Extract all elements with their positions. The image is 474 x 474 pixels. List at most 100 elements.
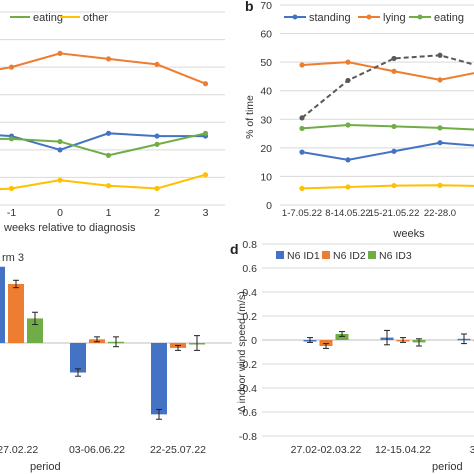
data-point-lying [202, 81, 209, 87]
panel-c: rm 3 -27.02.22 03-06.06.22 22-25.07.22 per… [0, 252, 232, 473]
x-tick-label: 2 [154, 207, 160, 219]
data-point-standing [299, 149, 305, 155]
legend-label-lying: lying [383, 12, 406, 24]
y-tick-label: 0.6 [242, 263, 257, 275]
x-tick-label: 1 [106, 207, 112, 219]
data-point-dashed [345, 77, 351, 84]
data-point-other [105, 183, 112, 189]
legend-swatch-n6-id1 [276, 251, 284, 259]
bar-ID1 [151, 343, 167, 415]
y-tick-label: 0.8 [242, 239, 257, 251]
data-point-other [345, 184, 351, 190]
y-tick-label: 0.4 [242, 287, 257, 299]
panel-d-legend: N6 ID1 N6 ID2 N6 ID3 [276, 250, 412, 262]
x-tick-label: 22-25.07.22 [150, 444, 206, 456]
data-point-standing [105, 130, 112, 136]
x-tick-label: 27.02-02.03.22 [291, 444, 362, 456]
bar-ID3 [27, 318, 43, 343]
legend-label-n6-id2: N6 ID2 [333, 250, 366, 262]
y-tick-label: 40 [260, 86, 272, 98]
x-tick-label: -27.02.22 [0, 444, 38, 456]
y-tick-label: -0.2 [239, 359, 257, 371]
panel-d-letter: d [230, 241, 239, 257]
data-point-dashed [437, 52, 443, 58]
panel-b-legend: standing lying eating [284, 12, 464, 24]
panel-b-y-axis-label: % of time [244, 95, 256, 139]
data-point-dashed [391, 55, 397, 62]
x-tick-label: 1-7.05.22 [282, 208, 322, 219]
data-point-eating [299, 125, 305, 132]
data-point-other [57, 177, 63, 183]
series-line-other [301, 184, 474, 190]
y-tick-label: 50 [260, 57, 272, 69]
bar-ID1 [0, 266, 5, 343]
panel-c-x-axis-label: period [30, 461, 61, 473]
y-tick-label: 10 [260, 171, 272, 183]
legend-label-other: other [83, 12, 108, 24]
panel-d-x-axis-label: period [432, 461, 463, 473]
data-point-lying [299, 62, 305, 68]
legend-label-standing: standing [309, 12, 351, 24]
panel-d-y-axis-label: Δ indoor wind speed (m/s) [236, 291, 248, 412]
legend-swatch-n6-id3 [368, 251, 376, 259]
series-line-standing [301, 141, 474, 161]
data-point-other [202, 172, 209, 178]
x-tick-label: 15-21.05.22 [369, 208, 420, 219]
legend-marker-eating-b [417, 14, 423, 20]
y-tick-label: 0 [251, 335, 257, 347]
legend-label-n6-id3: N6 ID3 [379, 250, 412, 262]
x-tick-label: -1 [7, 207, 16, 219]
data-point-standing [437, 140, 443, 146]
bar-ID1 [70, 343, 86, 373]
panel-a-legend: eating other [10, 12, 108, 24]
panel-b: b 0 10 20 30 40 50 60 70 1-7.05.22 8-14.05.2215-… [244, 0, 474, 240]
y-tick-label: -0.8 [239, 431, 257, 443]
series-line-dashed [301, 54, 474, 119]
y-tick-label: 70 [260, 0, 272, 12]
y-tick-label: 0.2 [242, 311, 257, 323]
panel-c-title-fragment: rm 3 [2, 252, 24, 264]
legend-label-eating-b: eating [434, 12, 464, 24]
series-line-lying [0, 52, 206, 85]
y-tick-label: 20 [260, 143, 272, 155]
x-tick-label: 0 [57, 207, 63, 219]
data-point-standing [391, 148, 397, 154]
data-point-other [437, 182, 443, 188]
panel-d: d -0.8 -0.6 -0.4 -0.2 0 0.2 0.4 0.6 0.8 27.02-02… [230, 239, 474, 473]
data-point-other [299, 185, 305, 192]
data-point-eating [202, 130, 209, 136]
data-point-other [391, 182, 397, 189]
data-point-eating [8, 136, 15, 142]
data-point-standing [345, 157, 351, 163]
legend-marker-lying [366, 14, 372, 20]
data-point-dashed [299, 115, 305, 121]
y-tick-label: 30 [260, 114, 272, 126]
data-point-standing [154, 133, 160, 139]
legend-marker-standing [292, 14, 298, 20]
data-point-lying [345, 59, 351, 65]
panel-a-x-axis-label: weeks relative to diagnosis [3, 222, 136, 234]
data-point-other [154, 185, 160, 192]
data-point-standing [57, 147, 63, 153]
x-tick-label: 8-14.05.22 [325, 208, 370, 219]
data-point-eating [105, 152, 112, 158]
y-tick-label: 60 [260, 29, 272, 41]
panel-b-x-axis-label: weeks [392, 228, 425, 240]
data-point-lying [8, 64, 15, 70]
data-point-eating [437, 125, 443, 131]
x-tick-label: 3 [203, 207, 209, 219]
series-line-lying [301, 61, 474, 81]
data-point-eating [345, 122, 351, 128]
x-tick-label: 12-15.04.22 [375, 444, 431, 456]
panel-a: -1 0 1 2 3 eating other weeks relative to di… [0, 11, 225, 234]
legend-swatch-n6-id2 [322, 251, 330, 259]
legend-label-n6-id1: N6 ID1 [287, 250, 320, 262]
y-tick-label: -0.6 [239, 407, 257, 419]
data-point-lying [391, 68, 397, 74]
x-tick-label: 22-28.0 [424, 208, 456, 219]
bar-ID2 [8, 283, 24, 343]
data-point-lying [105, 56, 112, 62]
data-point-eating [57, 138, 63, 145]
x-tick-label: 03-06.06.22 [69, 444, 125, 456]
